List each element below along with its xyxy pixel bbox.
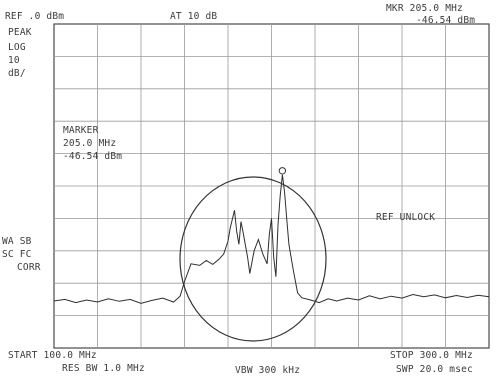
scale-type-label: LOG (8, 42, 26, 53)
start-frequency-label: START 100.0 MHz (8, 350, 97, 361)
scale-unit-label: dB/ (8, 68, 26, 79)
marker-indicator (278, 167, 287, 175)
resolution-bandwidth-label: RES BW 1.0 MHz (62, 363, 145, 374)
scale-value-label: 10 (8, 55, 20, 66)
signal-circle-annotation (179, 176, 327, 342)
wa-sb-label: WA SB (2, 236, 32, 247)
marker-frequency-readout: MKR 205.0 MHz (386, 3, 463, 14)
spectrum-trace (53, 174, 490, 304)
marker-level-readout: -46.54 dBm (416, 15, 476, 26)
corr-label: CORR (17, 262, 41, 273)
attenuation-label: AT 10 dB (170, 11, 218, 22)
detector-mode-label: PEAK (8, 27, 32, 38)
marker-box-frequency: 205.0 MHz (63, 138, 117, 149)
sc-fc-label: SC FC (2, 249, 32, 260)
marker-box-title: MARKER (63, 125, 99, 136)
marker-box-level: -46.54 dBm (63, 151, 123, 162)
sweep-time-label: SWP 20.0 msec (396, 364, 473, 375)
ref-unlock-status: REF UNLOCK (376, 212, 436, 223)
stop-frequency-label: STOP 300.0 MHz (390, 350, 473, 361)
ref-level-label: REF .0 dBm (5, 11, 65, 22)
grid-lines (54, 24, 489, 348)
video-bandwidth-label: VBW 300 kHz (235, 365, 301, 376)
